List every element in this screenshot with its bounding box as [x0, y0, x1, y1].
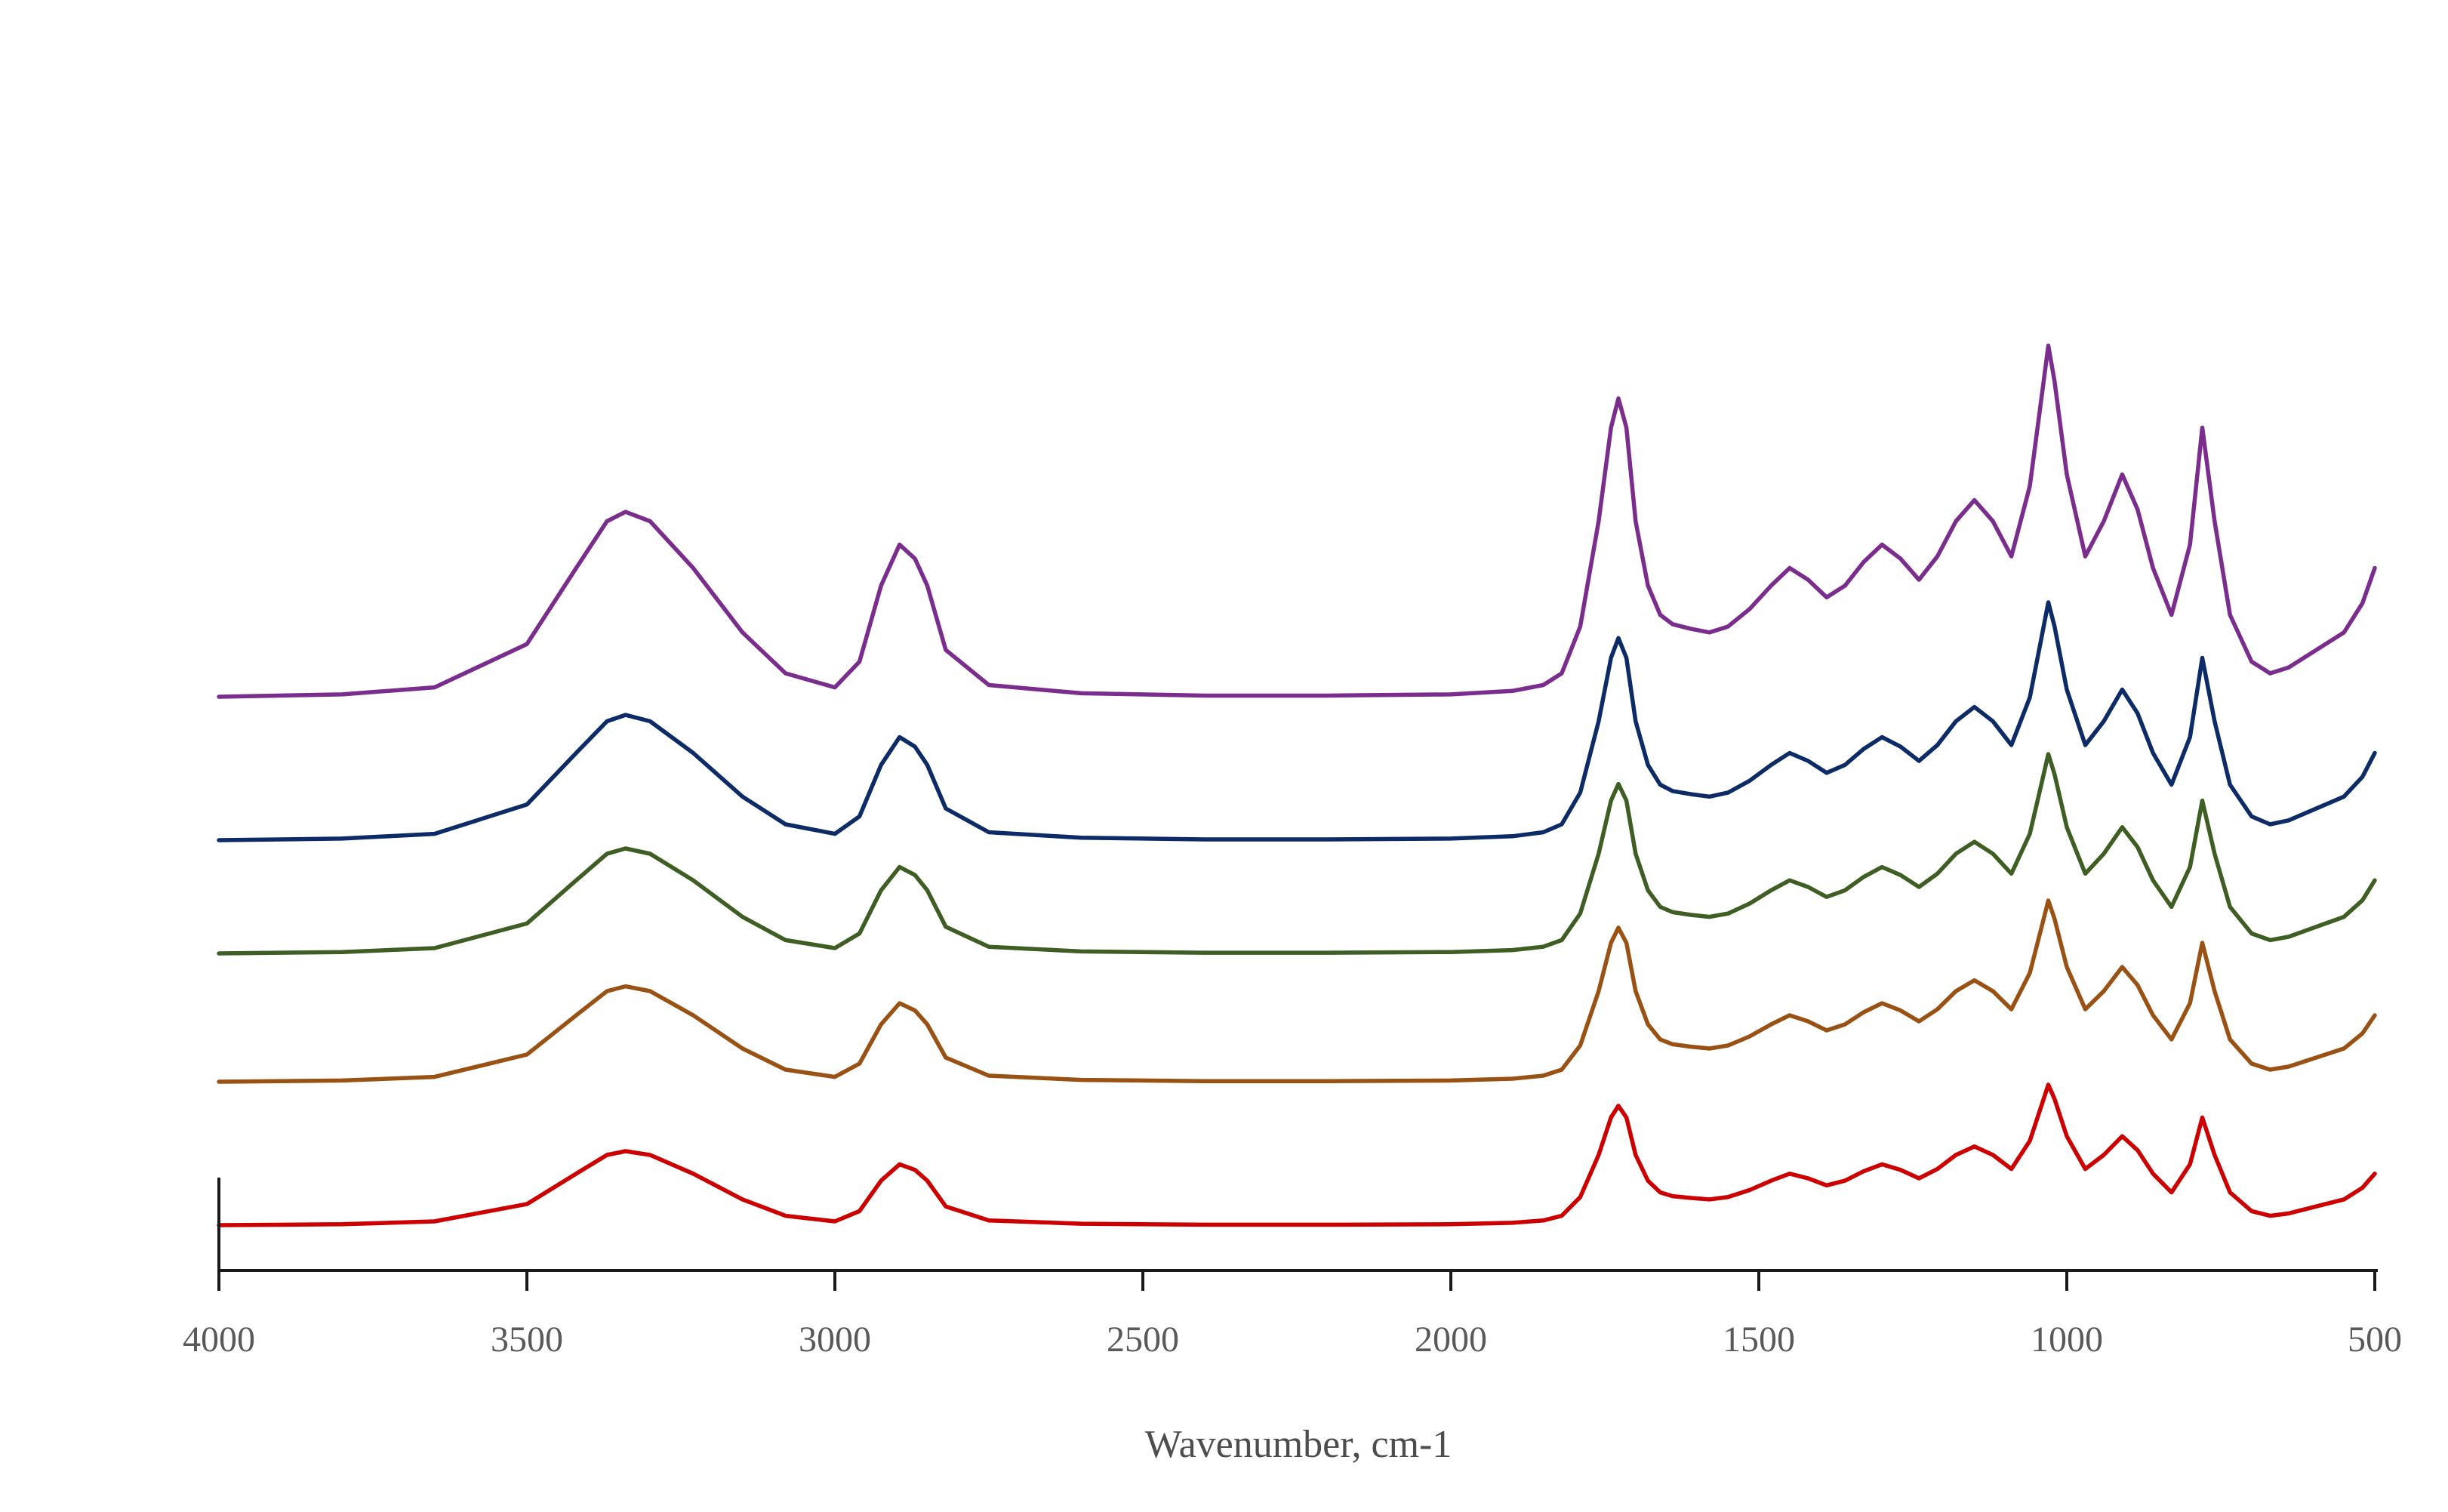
spectrum-trace-green-hitbox[interactable]: [0, 725, 2448, 921]
x-axis-title: Wavenumber, cm-1: [1145, 1423, 1452, 1466]
tick-label-3500: 3500: [491, 1320, 563, 1360]
tick-label-3000: 3000: [799, 1320, 871, 1360]
tick-label-4000: 4000: [183, 1320, 255, 1360]
spectrum-trace-red-hitbox[interactable]: [0, 1117, 2448, 1313]
tick-label-1000: 1000: [2031, 1320, 2103, 1360]
tick-label-2000: 2000: [1415, 1320, 1487, 1360]
tick-label-2500: 2500: [1107, 1320, 1179, 1360]
spectrum-trace-purple-hitbox[interactable]: [0, 0, 2448, 528]
spectrum-trace-navy-hitbox[interactable]: [0, 528, 2448, 725]
tick-label-500: 500: [2348, 1320, 2402, 1360]
spectrum-trace-brown-hitbox[interactable]: [0, 921, 2448, 1117]
tick-label-1500: 1500: [1723, 1320, 1795, 1360]
ftir-spectra-chart: 4000 3500 3000 2500 2000 1500 1000 500 W…: [0, 0, 2448, 1512]
